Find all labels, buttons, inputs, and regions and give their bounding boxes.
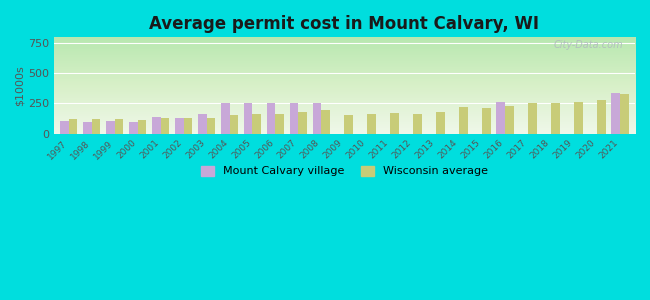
Bar — [551, 103, 560, 134]
Bar — [252, 114, 261, 134]
Bar — [574, 102, 583, 134]
Bar — [367, 114, 376, 134]
Bar — [413, 114, 422, 134]
Bar — [221, 103, 229, 134]
Bar — [114, 119, 124, 134]
Bar — [207, 118, 215, 134]
Bar — [183, 118, 192, 134]
Bar — [460, 107, 468, 134]
Bar — [138, 120, 146, 134]
Bar — [620, 94, 629, 134]
Bar — [497, 102, 505, 134]
Bar — [344, 115, 353, 134]
Bar — [152, 117, 161, 134]
Y-axis label: $1000s: $1000s — [15, 65, 25, 106]
Bar — [229, 115, 239, 134]
Bar — [436, 112, 445, 134]
Bar — [92, 119, 100, 134]
Bar — [298, 112, 307, 134]
Bar — [244, 103, 252, 134]
Bar — [597, 100, 606, 134]
Bar — [612, 93, 620, 134]
Title: Average permit cost in Mount Calvary, WI: Average permit cost in Mount Calvary, WI — [150, 15, 540, 33]
Bar — [313, 103, 321, 134]
Bar — [528, 103, 537, 134]
Text: City-Data.com: City-Data.com — [554, 40, 623, 50]
Legend: Mount Calvary village, Wisconsin average: Mount Calvary village, Wisconsin average — [196, 161, 493, 181]
Bar — [175, 118, 183, 134]
Bar — [290, 103, 298, 134]
Bar — [106, 122, 114, 134]
Bar — [161, 118, 169, 134]
Bar — [60, 122, 69, 134]
Bar — [482, 108, 491, 134]
Bar — [198, 114, 207, 134]
Bar — [266, 103, 276, 134]
Bar — [83, 122, 92, 134]
Bar — [505, 106, 514, 134]
Bar — [321, 110, 330, 134]
Bar — [129, 122, 138, 134]
Bar — [391, 113, 399, 134]
Bar — [276, 114, 284, 134]
Bar — [69, 119, 77, 134]
